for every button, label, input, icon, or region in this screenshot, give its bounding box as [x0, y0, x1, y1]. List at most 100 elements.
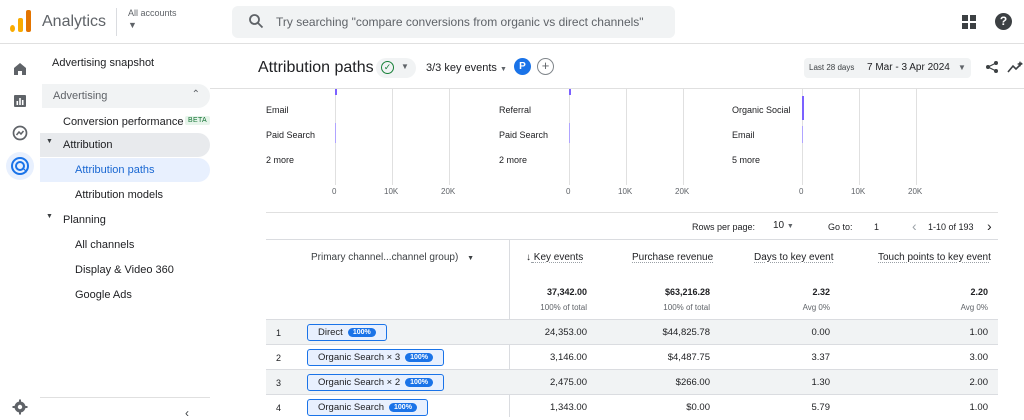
row-number: 4: [276, 403, 282, 413]
table-row[interactable]: 1 Direct 100% 24,353.00 $44,825.78 0.00 1…: [266, 319, 998, 344]
cell-value: $266.00: [675, 377, 710, 388]
column-header-days-to-key-event[interactable]: Days to key event: [754, 252, 834, 263]
chart-bar: [569, 123, 570, 143]
nav-attribution-highlight: [40, 133, 210, 157]
caret-down-icon[interactable]: ▼: [46, 213, 53, 220]
total-value: 37,342.00: [546, 287, 587, 297]
path-chip[interactable]: Organic Search × 3 100%: [307, 349, 445, 366]
cell-value: 24,353.00: [544, 327, 587, 338]
cell-value: 1.00: [969, 402, 989, 413]
gridline: [449, 89, 450, 185]
advertising-icon[interactable]: [6, 152, 34, 180]
nav-conversion-performance[interactable]: Conversion performance: [63, 116, 184, 128]
collapse-nav-icon[interactable]: ‹: [185, 406, 189, 420]
cell-value: $4,487.75: [667, 352, 710, 363]
path-label: Organic Search × 3: [318, 352, 401, 363]
search-icon: [249, 14, 264, 29]
apps-grid-icon[interactable]: [962, 15, 976, 29]
table-row[interactable]: 2 Organic Search × 3 100% 3,146.00 $4,487…: [266, 344, 998, 369]
dimension-label: Primary channel...channel group): [311, 252, 459, 263]
arrow-down-icon: ↓: [526, 252, 531, 263]
cell-value: 1,343.00: [550, 402, 587, 413]
cell-value: 0.00: [811, 327, 831, 338]
explore-icon[interactable]: [11, 124, 29, 142]
gridline: [626, 89, 627, 185]
date-range-picker[interactable]: Last 28 days 7 Mar - 3 Apr 2024 ▼: [804, 58, 971, 78]
chevron-down-icon: ▼: [500, 66, 507, 73]
avatar[interactable]: P: [514, 58, 531, 75]
add-comparison-icon[interactable]: +: [537, 58, 554, 75]
tick-label: 20K: [441, 187, 456, 196]
page-title: Attribution paths: [258, 59, 374, 76]
column-header-purchase-revenue[interactable]: Purchase revenue: [632, 252, 714, 263]
key-events-label: 3/3 key events: [426, 62, 497, 74]
nav-section-label: Advertising: [53, 90, 108, 102]
beta-badge: BETA: [185, 116, 210, 125]
nav-attribution[interactable]: Attribution: [63, 139, 113, 151]
check-circle-icon: ✓: [381, 61, 394, 74]
nav-rail: [0, 44, 40, 417]
table-top-border: [266, 239, 998, 240]
search-bar[interactable]: Try searching "compare conversions from …: [232, 6, 675, 38]
path-chip[interactable]: Direct 100%: [307, 324, 387, 341]
caret-down-icon[interactable]: ▼: [46, 138, 53, 145]
nav-planning[interactable]: Planning: [63, 214, 106, 226]
nav-attribution-paths[interactable]: Attribution paths: [75, 164, 155, 176]
path-chip[interactable]: Organic Search × 2 100%: [307, 374, 445, 391]
path-chip[interactable]: Organic Search 100%: [307, 399, 428, 416]
path-label: Organic Search × 2: [318, 377, 401, 388]
rows-per-page-select[interactable]: 10 ▼: [773, 220, 794, 231]
table-row[interactable]: 3 Organic Search × 2 100% 2,475.00 $266.0…: [266, 369, 998, 394]
nav-google-ads[interactable]: Google Ads: [75, 289, 132, 301]
cell-value: 2,475.00: [550, 377, 587, 388]
key-events-selector[interactable]: 3/3 key events ▼: [426, 62, 507, 74]
total-subtext: Avg 0%: [802, 303, 830, 312]
search-placeholder: Try searching "compare conversions from …: [276, 15, 644, 29]
cell-value: $0.00: [686, 402, 710, 413]
gridline: [859, 89, 860, 185]
reports-icon[interactable]: [11, 92, 29, 110]
column-header-label: Key events: [533, 252, 584, 263]
column-header-touch-points[interactable]: Touch points to key event: [878, 252, 991, 263]
share-icon[interactable]: [985, 60, 999, 74]
next-page-icon[interactable]: ›: [987, 218, 992, 234]
total-value: $63,216.28: [664, 287, 710, 297]
home-icon[interactable]: [11, 60, 29, 78]
column-header-key-events[interactable]: ↓ Key events: [526, 252, 583, 263]
row-number: 2: [276, 353, 282, 363]
divider: [40, 397, 210, 398]
cell-value: 1.30: [811, 377, 831, 388]
prev-page-icon[interactable]: ‹: [912, 218, 917, 234]
nav-all-channels[interactable]: All channels: [75, 239, 135, 251]
data-quality-button[interactable]: ✓ ▼: [376, 58, 416, 78]
nav-attribution-models[interactable]: Attribution models: [75, 189, 164, 201]
nav-display-video[interactable]: Display & Video 360: [75, 264, 174, 276]
path-label: Direct: [318, 327, 343, 338]
analytics-logo-icon[interactable]: [10, 10, 32, 32]
account-selector[interactable]: All accounts ▼: [116, 8, 177, 36]
nav-section-advertising[interactable]: Advertising ⌃: [42, 84, 210, 108]
insights-icon[interactable]: [1007, 60, 1024, 74]
goto-input[interactable]: 1: [874, 222, 880, 232]
help-icon[interactable]: ?: [995, 13, 1012, 30]
cell-value: 1.00: [969, 327, 989, 338]
chevron-up-icon: ⌃: [191, 89, 200, 100]
tick-label: 20K: [675, 187, 690, 196]
gridline: [916, 89, 917, 185]
row-number: 3: [276, 378, 282, 388]
chart-bar: [802, 126, 803, 143]
nav-advertising-snapshot[interactable]: Advertising snapshot: [52, 57, 155, 69]
chart-category-label: Paid Search: [266, 130, 316, 140]
table-row[interactable]: 4 Organic Search 100% 1,343.00 $0.00 5.79…: [266, 394, 998, 419]
chart-bar: [569, 89, 571, 95]
divider: [266, 212, 998, 213]
cell-value: 3.37: [811, 352, 831, 363]
rows-per-page-value: 10: [773, 220, 785, 231]
date-range-label: Last 28 days: [809, 63, 855, 72]
chart-category-label: Referral: [499, 105, 532, 115]
gridline: [392, 89, 393, 185]
settings-gear-icon[interactable]: [11, 398, 29, 416]
dimension-selector[interactable]: Primary channel...channel group) ▼: [311, 252, 474, 263]
chart-category-label: 2 more: [499, 155, 528, 165]
tick-label: 0: [566, 187, 571, 196]
